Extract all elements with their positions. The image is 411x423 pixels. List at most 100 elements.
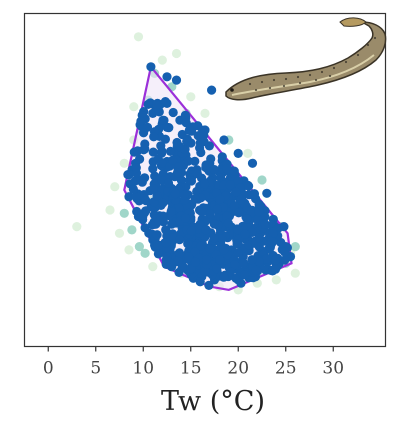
observed-cloud-point [183, 239, 193, 249]
observed-cloud-point [160, 134, 170, 144]
observed-cloud-point [254, 257, 264, 267]
observed-cloud-point [200, 179, 210, 189]
observed-cloud-point [254, 206, 264, 217]
x-tick-label: 30 [322, 359, 344, 379]
observed-cloud-point [158, 198, 168, 208]
observed-cloud-point [148, 164, 158, 174]
observed-cloud-point [268, 229, 278, 239]
x-tick-label: 20 [227, 359, 249, 379]
observed-cloud-point [196, 241, 206, 251]
observed-cloud-point [156, 141, 166, 151]
observed-cloud-point [153, 249, 163, 259]
observed-cloud-point [231, 187, 241, 197]
observed-cloud-point [183, 156, 193, 166]
observed-cloud-point [148, 184, 159, 194]
observed-cloud-point [128, 184, 138, 194]
intermediate-density-point [127, 225, 137, 235]
observed-cloud-point [233, 225, 243, 235]
observed-cloud-point [190, 257, 201, 267]
x-axis-title: Tw (°C) [161, 386, 265, 417]
observed-cloud-point [152, 100, 162, 110]
x-tick-label: 10 [132, 359, 154, 379]
observed-cloud-point [149, 132, 159, 142]
background-density-point [200, 108, 210, 118]
observed-cloud-point [148, 147, 158, 157]
observed-cloud-point [267, 236, 277, 247]
observed-cloud-point [212, 204, 222, 214]
observed-cloud-point [131, 191, 141, 201]
background-density-point [171, 48, 182, 59]
observed-cloud-point [229, 166, 239, 176]
observed-cloud-point [174, 203, 184, 213]
background-density-point [243, 148, 253, 158]
observed-cloud-point [137, 177, 147, 187]
observed-cloud-point [280, 255, 290, 265]
observed-cloud-point [230, 260, 240, 270]
observed-cloud-point [190, 194, 200, 204]
observed-cloud-point [179, 190, 189, 200]
observed-cloud-point [186, 176, 197, 186]
observed-cloud-point [163, 178, 174, 188]
observed-cloud-point [192, 169, 202, 179]
observed-cloud-point [144, 228, 154, 238]
observed-cloud-point [167, 219, 177, 229]
background-density-point [72, 222, 82, 232]
observed-cloud-point [180, 144, 190, 154]
observed-cloud-point [161, 225, 171, 235]
observed-cloud-point [236, 194, 246, 205]
observed-cloud-point [183, 252, 194, 262]
observed-cloud-point [201, 225, 211, 235]
observed-cloud-point [271, 255, 281, 265]
observed-cloud-point [143, 99, 153, 109]
observed-cloud-point [247, 227, 257, 237]
observed-cloud-point [247, 255, 257, 265]
observed-cloud-point [186, 126, 197, 136]
observed-cloud-point [222, 211, 232, 221]
observed-cloud-point [251, 265, 261, 275]
background-density-point [119, 158, 129, 168]
observed-cloud-point [154, 107, 164, 117]
observed-point [219, 135, 229, 145]
background-density-point [114, 228, 125, 238]
observed-cloud-point [172, 137, 182, 148]
observed-cloud-point [186, 226, 196, 236]
observed-cloud-point [201, 160, 211, 170]
observed-point [171, 75, 182, 85]
observed-cloud-point [160, 97, 170, 107]
background-density-point [124, 245, 134, 255]
observed-cloud-point [219, 272, 229, 282]
observed-cloud-point [141, 206, 151, 216]
background-density-point [290, 268, 300, 278]
observed-cloud-point [133, 146, 143, 156]
observed-cloud-point [165, 146, 176, 156]
observed-cloud-point [154, 216, 164, 226]
observed-cloud-point [168, 155, 178, 165]
observed-cloud-point [195, 277, 205, 287]
observed-cloud-point [186, 264, 196, 274]
observed-cloud-point [226, 267, 236, 277]
observed-cloud-point [261, 254, 272, 264]
observed-cloud-point [166, 207, 176, 217]
x-tick-label: 15 [180, 359, 202, 379]
observed-cloud-point [205, 244, 215, 254]
observed-cloud-point [225, 180, 235, 190]
observed-cloud-point [270, 264, 281, 274]
observed-cloud-point [219, 180, 229, 190]
observed-cloud-point [174, 248, 185, 258]
observed-cloud-point [236, 278, 246, 288]
x-tick-label: 0 [43, 359, 54, 379]
observed-cloud-point [232, 239, 242, 249]
background-density-point [133, 32, 144, 42]
observed-cloud-point [215, 255, 225, 265]
observed-cloud-point [197, 207, 207, 217]
observed-cloud-point [141, 196, 151, 206]
observed-cloud-point [190, 156, 200, 166]
observed-cloud-point [215, 194, 225, 204]
observed-cloud-point [254, 242, 264, 252]
background-density-point [148, 262, 158, 272]
observed-cloud-point [229, 201, 240, 211]
observed-cloud-point [182, 136, 192, 146]
observed-cloud-point [217, 152, 227, 162]
